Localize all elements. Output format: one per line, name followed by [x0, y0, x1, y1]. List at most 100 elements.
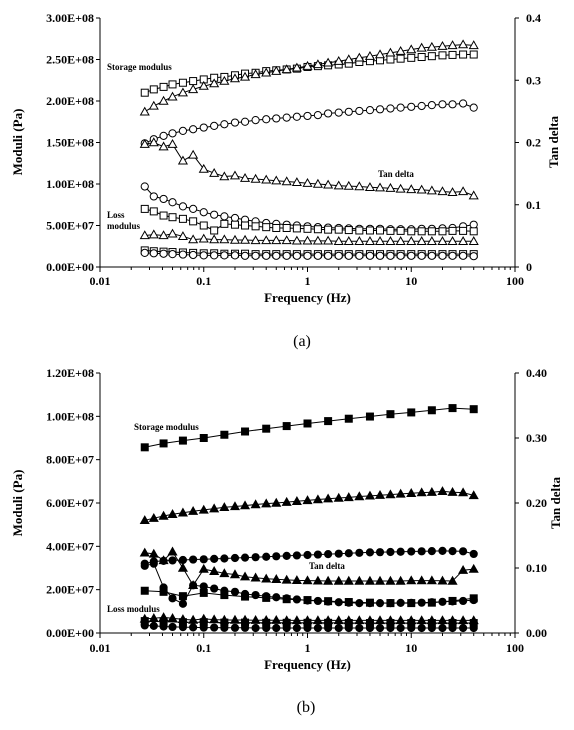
data-point-triangle	[148, 137, 159, 147]
data-point-circle	[149, 621, 158, 630]
data-point-circle	[262, 115, 271, 124]
series-9	[140, 248, 478, 261]
data-point-circle	[438, 623, 447, 633]
data-point-triangle	[468, 490, 479, 500]
data-point-circle	[262, 552, 271, 561]
data-point-triangle	[385, 182, 396, 192]
data-point-circle	[303, 623, 312, 633]
data-point-square	[189, 217, 198, 226]
data-point-circle	[375, 105, 385, 114]
data-point-circle	[438, 546, 447, 555]
annotation-storage-modulus: Storage modulus	[107, 62, 172, 72]
x-tick-label: 1	[305, 274, 311, 288]
data-point-circle	[324, 109, 333, 118]
data-point-triangle	[395, 575, 406, 585]
data-point-triangle	[188, 614, 199, 624]
series-7	[139, 228, 479, 245]
data-point-circle	[375, 623, 385, 633]
data-point-circle	[168, 129, 177, 138]
data-point-triangle	[343, 180, 354, 190]
data-point-circle	[386, 547, 395, 557]
data-point-circle	[355, 599, 364, 608]
data-point-triangle	[468, 190, 479, 200]
data-point-circle	[407, 623, 416, 633]
data-point-circle	[292, 551, 301, 560]
data-point-circle	[396, 623, 405, 633]
data-point-triangle	[271, 175, 282, 185]
data-point-triangle	[302, 495, 313, 505]
data-point-circle	[210, 623, 219, 632]
data-point-circle	[272, 593, 281, 602]
data-point-circle	[282, 551, 291, 560]
data-point-triangle	[302, 235, 313, 245]
data-point-circle	[220, 251, 229, 260]
data-point-circle	[386, 623, 395, 633]
data-point-circle	[324, 550, 333, 559]
y-axis-left-title: Moduli (Pa)	[10, 109, 25, 176]
data-point-triangle	[437, 486, 448, 495]
data-point-circle	[210, 584, 219, 593]
data-point-square	[159, 587, 168, 596]
data-point-circle	[469, 220, 478, 229]
y-left-tick-label: 4.00E+07	[46, 539, 94, 553]
y-right-tick-label: 0.1	[526, 198, 541, 212]
data-point-square	[282, 422, 291, 431]
data-point-square	[448, 226, 457, 235]
series-1	[140, 404, 478, 452]
data-point-circle	[230, 251, 240, 260]
data-point-square	[407, 227, 416, 236]
data-point-circle	[140, 561, 149, 570]
data-point-square	[199, 434, 208, 442]
data-point-circle	[220, 554, 229, 563]
data-point-triangle	[139, 230, 150, 240]
data-point-triangle	[426, 486, 437, 496]
annotation-loss-modulus: Loss modulus	[107, 604, 160, 614]
data-point-triangle	[291, 496, 302, 505]
data-point-triangle	[177, 507, 188, 517]
data-point-triangle	[209, 78, 220, 88]
data-point-triangle	[198, 80, 209, 90]
data-point-triangle	[177, 562, 188, 572]
data-point-triangle	[385, 236, 396, 245]
data-point-circle	[303, 111, 312, 121]
data-point-triangle	[158, 141, 169, 151]
data-point-circle	[458, 596, 468, 606]
data-point-square	[199, 221, 208, 230]
data-point-square	[159, 439, 168, 448]
data-point-triangle	[395, 615, 406, 625]
y-axis-left-title: Moduli (Pa)	[10, 470, 25, 537]
data-point-triangle	[426, 41, 437, 51]
data-point-circle	[199, 623, 208, 632]
y-left-tick-label: 2.00E+08	[46, 94, 94, 108]
plot-area-a	[139, 39, 479, 261]
data-point-triangle	[458, 236, 469, 245]
data-point-triangle	[458, 564, 469, 574]
data-point-square	[282, 223, 291, 232]
annotation-storage-modulus: Storage modulus	[134, 422, 199, 432]
data-point-circle	[396, 547, 405, 556]
data-point-square	[427, 598, 436, 607]
series-4	[139, 137, 479, 200]
data-point-triangle	[458, 615, 469, 625]
data-point-circle	[448, 251, 457, 260]
data-point-triangle	[458, 186, 469, 196]
x-axis-title: Frequency (Hz)	[264, 290, 351, 305]
data-point-triangle	[177, 87, 188, 97]
data-point-circle	[469, 623, 478, 633]
data-point-circle	[427, 251, 436, 260]
y-right-tick-label: 0.4	[526, 11, 541, 25]
data-point-circle	[251, 251, 260, 260]
data-point-triangle	[395, 236, 406, 245]
data-point-square	[178, 214, 187, 223]
data-point-triangle	[354, 236, 365, 245]
data-point-circle	[427, 623, 436, 633]
data-point-triangle	[395, 183, 406, 193]
y-right-tick-label: 0.00	[526, 626, 547, 640]
data-point-triangle	[148, 100, 159, 110]
data-point-circle	[427, 547, 436, 556]
x-axis-title: Frequency (Hz)	[264, 657, 351, 672]
data-point-circle	[458, 547, 468, 556]
data-point-square	[168, 80, 177, 89]
data-point-circle	[240, 251, 250, 260]
data-point-triangle	[188, 149, 199, 159]
